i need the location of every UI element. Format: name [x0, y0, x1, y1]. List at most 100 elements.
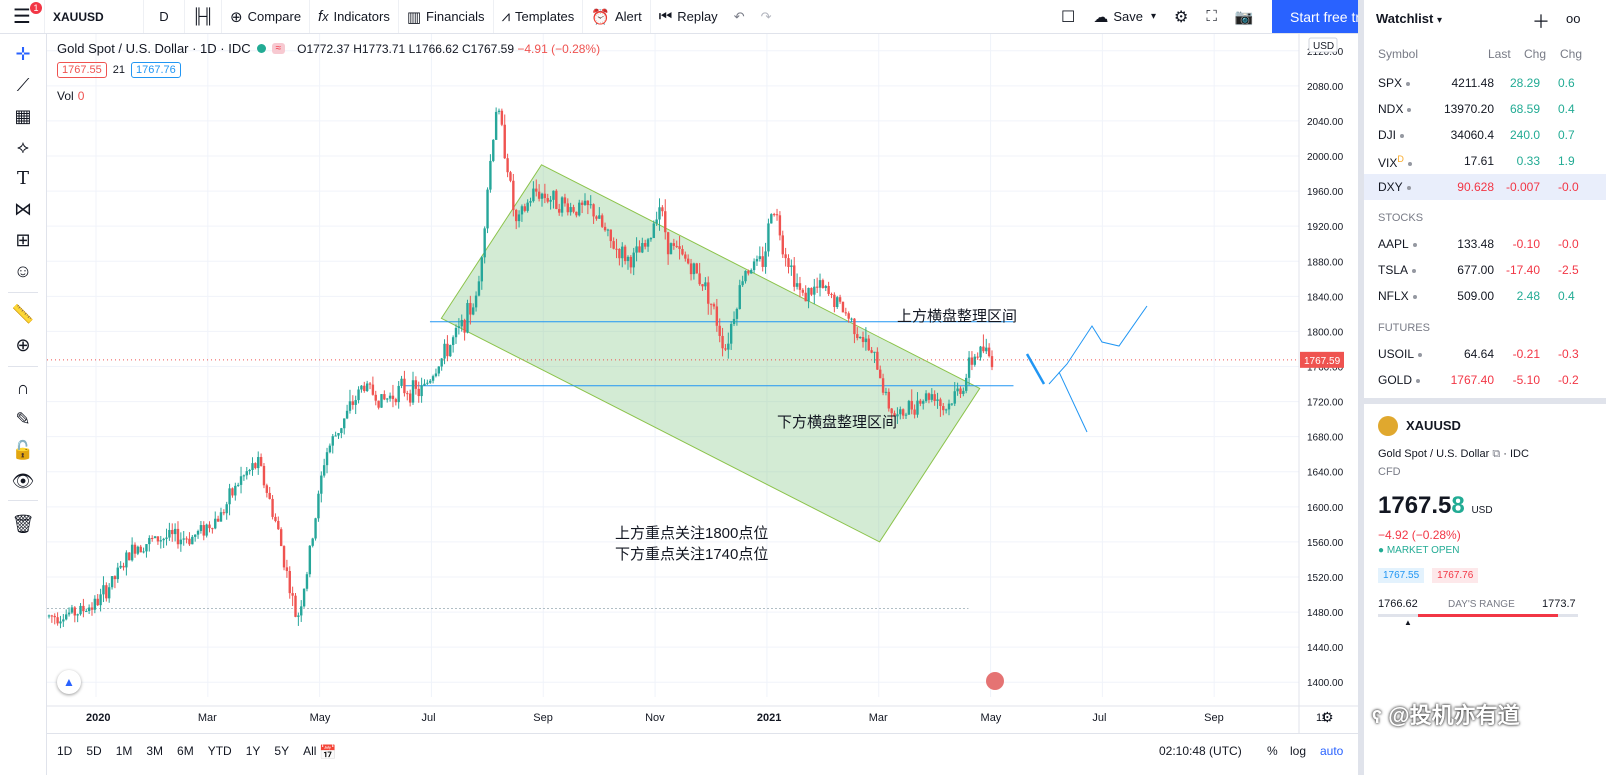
range-ytd[interactable]: YTD: [207, 744, 232, 758]
range-1d[interactable]: 1D: [57, 744, 73, 758]
text-tool[interactable]: T: [9, 164, 37, 192]
watchlist-row-nflx[interactable]: NFLX 509.00 2.48 0.4: [1364, 283, 1606, 309]
detail-name[interactable]: Gold Spot / U.S. Dollar: [1378, 448, 1490, 460]
watchlist-title-button[interactable]: Watchlist ▾: [1376, 11, 1442, 26]
candle-body: [196, 530, 200, 535]
ask-price[interactable]: 1767.76: [131, 62, 181, 78]
stay-drawing-tool[interactable]: ✎: [9, 405, 37, 433]
redo-button[interactable]: ↷: [753, 0, 780, 33]
bid-price[interactable]: 1767.55: [57, 62, 107, 78]
candle-body: [953, 391, 956, 404]
replay-icon: ⏮: [658, 8, 673, 25]
financials-button[interactable]: ▥ Financials: [399, 0, 494, 33]
candle-body: [159, 540, 162, 542]
candle-body: [732, 318, 736, 325]
pattern-tool[interactable]: ⟡: [9, 133, 37, 161]
settings-button[interactable]: ⚙: [1165, 0, 1197, 33]
candle-body: [985, 347, 988, 352]
date-range-picker[interactable]: 📅: [319, 744, 336, 761]
annotation-lower-zone: 下方横盘整理区间: [777, 414, 898, 431]
chart-type-button[interactable]: ╟╢: [185, 0, 222, 33]
watchlist-row-dxy[interactable]: DXY 90.628 -0.007 -0.0: [1364, 174, 1606, 200]
col-last[interactable]: Last: [1488, 47, 1511, 61]
compare-button[interactable]: ⊕ Compare: [222, 0, 311, 33]
chart-area[interactable]: 2120.002080.002040.002000.001960.001920.…: [47, 34, 1392, 775]
replay-button[interactable]: ⏮ Replay: [651, 0, 726, 33]
external-link-icon[interactable]: ⧉: [1492, 448, 1501, 460]
col-symbol[interactable]: Symbol: [1378, 47, 1419, 61]
range-5d[interactable]: 5D: [86, 744, 102, 758]
candle-body: [709, 303, 713, 305]
undo-button[interactable]: ↶: [726, 0, 753, 33]
candle-body: [669, 243, 673, 255]
snapshot-button[interactable]: 📷: [1226, 0, 1263, 33]
trend-line-tool[interactable]: ⟋: [9, 71, 37, 99]
axis-settings-gear-icon[interactable]: ⚙: [1321, 709, 1334, 725]
row-symbol: NFLX: [1378, 289, 1417, 303]
watchlist-row-dji[interactable]: DJI 34060.4 240.0 0.7: [1364, 122, 1606, 148]
price-chart[interactable]: 2120.002080.002040.002000.001960.001920.…: [47, 34, 1392, 733]
percent-toggle[interactable]: %: [1267, 744, 1278, 758]
candle-body: [962, 390, 965, 394]
range-5y[interactable]: 5Y: [274, 744, 290, 758]
save-button[interactable]: ☁ Save ▾: [1084, 0, 1165, 33]
row-chgp: -2.5: [1558, 263, 1579, 277]
bar-chart-icon: ▥: [406, 8, 422, 26]
lock-tool[interactable]: 🔓: [9, 436, 37, 464]
remove-tool[interactable]: 🗑: [9, 510, 37, 538]
col-chg[interactable]: Chg: [1524, 47, 1547, 61]
eye-icon: 👁: [11, 470, 35, 491]
candle-body: [179, 539, 183, 545]
candle-body: [354, 400, 357, 405]
candle-body: [426, 382, 429, 384]
candle-body: [257, 457, 260, 469]
zoom-tool[interactable]: ⊕: [9, 331, 37, 359]
candle-body: [62, 619, 65, 622]
candle-body: [641, 243, 644, 253]
redo-icon: ↷: [760, 8, 772, 24]
magnet-tool[interactable]: ∩: [9, 374, 37, 402]
indicators-button[interactable]: fx Indicators: [310, 0, 399, 33]
emoji-tool[interactable]: ☺: [9, 257, 37, 285]
auto-toggle[interactable]: auto: [1320, 744, 1344, 758]
watchlist-row-tsla[interactable]: TSLA 677.00 -17.40 -2.5: [1364, 257, 1606, 283]
candle-body: [873, 351, 876, 353]
measure-tool[interactable]: ⊞: [9, 226, 37, 254]
fullscreen-button[interactable]: ⛶: [1197, 0, 1226, 33]
utc-clock[interactable]: 02:10:48 (UTC): [1159, 744, 1242, 758]
candle-body: [128, 552, 131, 561]
grid-icon: ▦: [14, 105, 32, 126]
candle-body: [225, 504, 228, 514]
watchlist-row-aapl[interactable]: AAPL 133.48 -0.10 -0.0: [1364, 231, 1606, 257]
symbol-search-button[interactable]: XAUUSD: [45, 0, 144, 33]
templates-button[interactable]: ⩘ Templates: [494, 0, 584, 33]
range-1m[interactable]: 1M: [115, 744, 133, 758]
candle-body: [130, 544, 134, 561]
log-toggle[interactable]: log: [1290, 744, 1307, 758]
crosshair-tool[interactable]: ✛: [9, 40, 37, 68]
hide-tool[interactable]: 👁: [9, 467, 37, 495]
candle-body: [305, 574, 309, 589]
watchlist-row-vix[interactable]: VIXD 17.61 0.33 1.9: [1364, 148, 1606, 174]
range-1y[interactable]: 1Y: [245, 744, 261, 758]
range-6m[interactable]: 6M: [177, 744, 194, 758]
ruler-tool[interactable]: 📏: [9, 300, 37, 328]
watchlist-row-spx[interactable]: SPX 4211.48 28.29 0.6: [1364, 70, 1606, 96]
fib-tool[interactable]: ▦: [9, 102, 37, 130]
range-3m[interactable]: 3M: [146, 744, 164, 758]
interval-button[interactable]: D: [144, 0, 185, 33]
candle-body: [486, 189, 489, 229]
add-symbol-button[interactable]: ＋: [1532, 8, 1550, 34]
more-icon[interactable]: oo: [1566, 11, 1581, 26]
range-all[interactable]: All: [303, 744, 317, 758]
layout-button[interactable]: ☐: [1052, 0, 1084, 33]
watchlist-row-gold[interactable]: GOLD 1767.40 -5.10 -0.2: [1364, 367, 1606, 393]
tradingview-logo[interactable]: ▲: [57, 670, 81, 694]
main-menu-button[interactable]: ☰ 1: [0, 0, 45, 33]
candle-body: [56, 617, 59, 624]
col-chgp[interactable]: Chg: [1560, 47, 1583, 61]
xabcd-tool[interactable]: ⋈: [9, 195, 37, 223]
watchlist-row-ndx[interactable]: NDX 13970.20 68.59 0.4: [1364, 96, 1606, 122]
watchlist-row-usoil[interactable]: USOIL 64.64 -0.21 -0.3: [1364, 341, 1606, 367]
alert-button[interactable]: ⏰ Alert: [583, 0, 651, 33]
